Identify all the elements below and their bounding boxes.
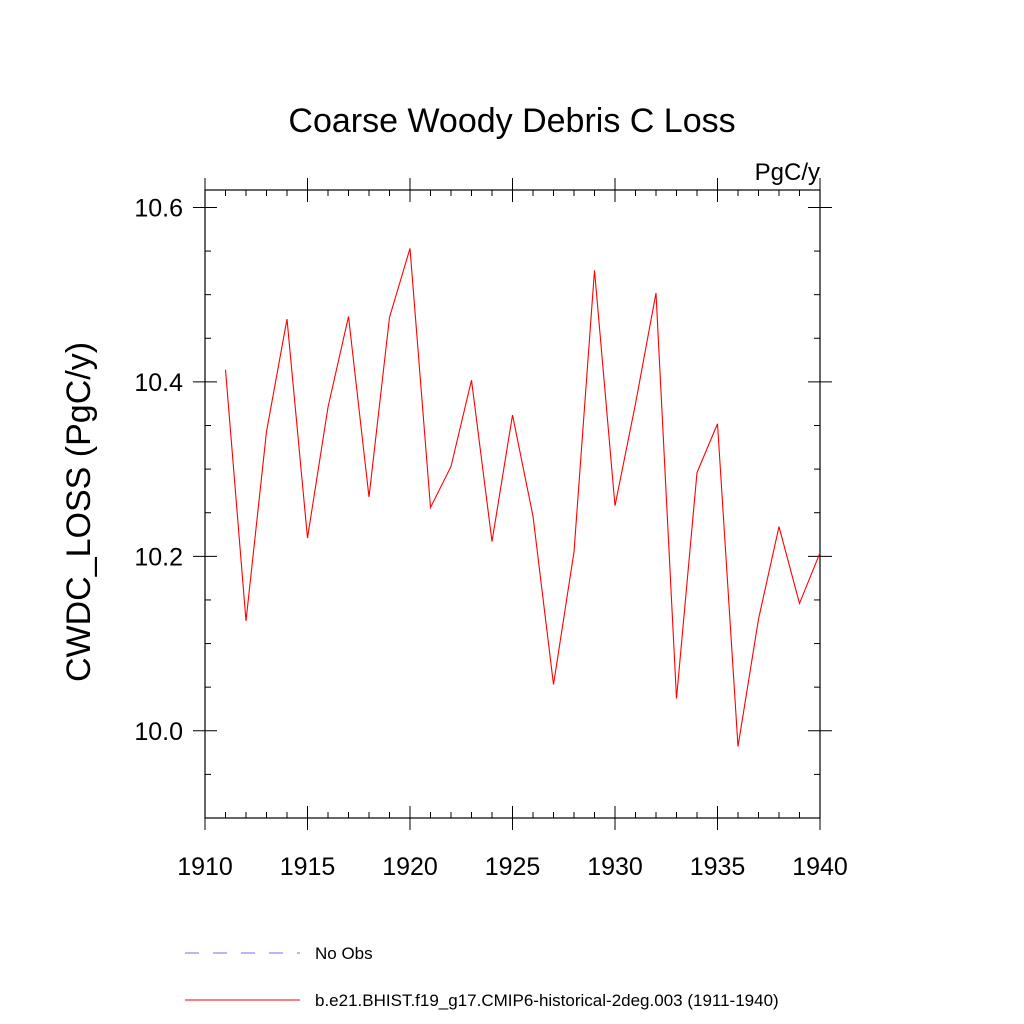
y-axis-label: CWDC_LOSS (PgC/y) [60, 342, 98, 682]
y-tick-label: 10.2 [134, 543, 183, 571]
x-tick-label: 1925 [485, 853, 541, 881]
units-label: PgC/y [755, 159, 820, 186]
x-tick-label: 1920 [382, 853, 438, 881]
x-tick-label: 1935 [690, 853, 746, 881]
chart-title: Coarse Woody Debris C Loss [288, 102, 735, 140]
legend: No Obs b.e21.BHIST.f19_g17.CMIP6-histori… [185, 944, 779, 1010]
x-tick-label: 1910 [177, 853, 233, 881]
x-tick-label: 1940 [792, 853, 848, 881]
y-tick-label: 10.4 [134, 369, 183, 397]
series-layer [224, 248, 821, 747]
series-line [224, 248, 821, 747]
plot-frame [204, 189, 821, 819]
legend-label-model: b.e21.BHIST.f19_g17.CMIP6-historical-2de… [315, 991, 779, 1010]
tick-labels: 10.0 10.2 10.4 10.6 1910 1915 1920 1925 1930 1935… [134, 194, 847, 881]
x-tick-label: 1930 [587, 853, 643, 881]
legend-label-no-obs: No Obs [315, 944, 373, 963]
axis-ticks [193, 178, 832, 830]
y-tick-label: 10.0 [134, 718, 183, 746]
y-tick-label: 10.6 [134, 194, 183, 222]
x-tick-label: 1915 [280, 853, 336, 881]
